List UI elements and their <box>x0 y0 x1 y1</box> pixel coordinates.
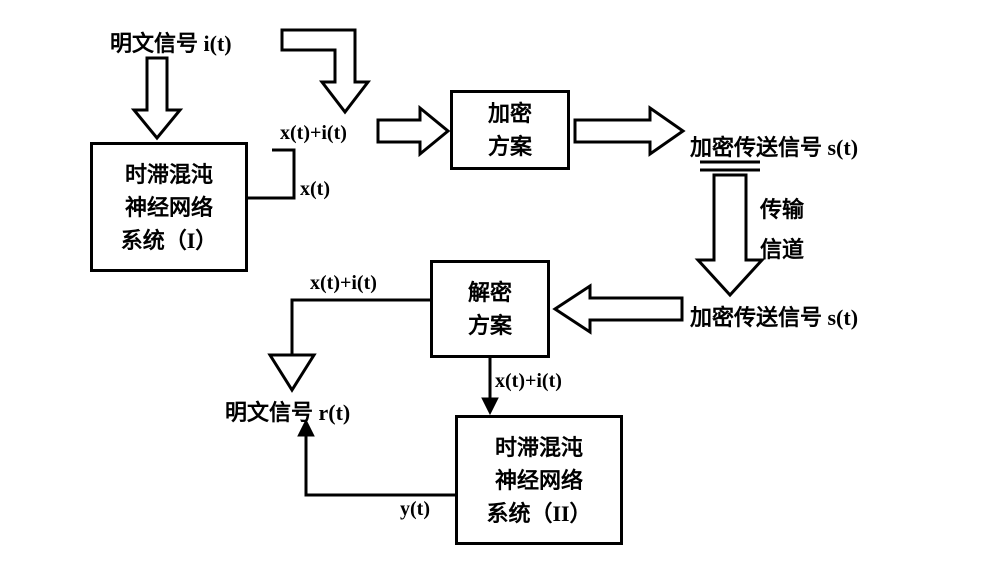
arrow-sys2-to-output <box>306 425 455 495</box>
arrow-plaintext-hook <box>282 30 368 112</box>
xt-label: x(t) <box>300 178 330 201</box>
arrow-decrypt-left-line <box>292 300 430 355</box>
plaintext-in-label: 明文信号 i(t) <box>110 26 232 58</box>
encrypted-signal-top-label: 加密传送信号 s(t) <box>690 130 858 162</box>
arrow-decrypt-left-head <box>270 355 314 390</box>
system-1-box: 时滞混沌 神经网络 系统（I） <box>90 142 248 272</box>
system-2-line1: 时滞混沌 <box>495 431 583 464</box>
decrypt-line1: 解密 <box>468 276 512 309</box>
plaintext-out-label: 明文信号 r(t) <box>225 395 350 427</box>
arrow-channel-down <box>698 175 762 295</box>
system-2-box: 时滞混沌 神经网络 系统（II） <box>455 415 623 545</box>
encrypt-line1: 加密 <box>488 97 532 130</box>
arrow-sum-to-encrypt <box>378 108 448 154</box>
xt-plus-it-mid-left-label: x(t)+i(t) <box>310 272 377 295</box>
system-1-line1: 时滞混沌 <box>125 158 213 191</box>
system-2-line2: 神经网络 <box>495 464 583 497</box>
system-1-line3: 系统（I） <box>121 224 218 257</box>
channel-label-2: 信道 <box>760 232 804 264</box>
decrypt-line2: 方案 <box>468 309 512 342</box>
arrow-encrypt-to-signal <box>575 108 683 154</box>
encrypt-line2: 方案 <box>488 130 532 163</box>
encrypted-signal-bottom-label: 加密传送信号 s(t) <box>690 300 858 332</box>
yt-label: y(t) <box>400 498 430 521</box>
encrypt-box: 加密 方案 <box>450 90 570 170</box>
system-1-line2: 神经网络 <box>125 191 213 224</box>
xt-plus-it-top-label: x(t)+i(t) <box>280 122 347 145</box>
xt-plus-it-mid-right-label: x(t)+i(t) <box>495 370 562 393</box>
arrow-signal-to-decrypt <box>555 286 682 332</box>
arrow-decrypt-to-sys2-head <box>482 398 498 414</box>
arrow-plaintext-to-sys1 <box>134 58 180 138</box>
decrypt-box: 解密 方案 <box>430 260 550 358</box>
channel-label-1: 传输 <box>760 192 804 224</box>
arrow-sys1-to-sum <box>248 150 294 198</box>
system-2-line3: 系统（II） <box>486 497 591 530</box>
